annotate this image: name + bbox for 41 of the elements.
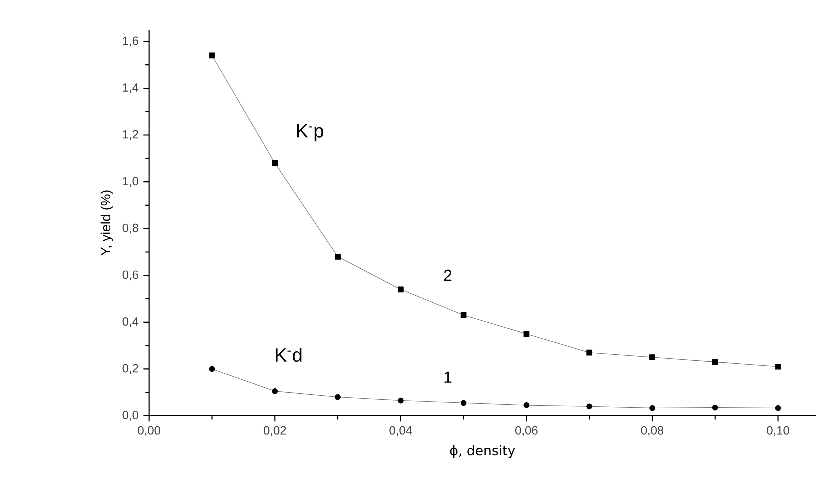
y-tick-label: 1,6 (123, 36, 138, 47)
point (775, 405, 782, 412)
point (524, 402, 530, 408)
x-axis-title: ϕ, density (450, 445, 516, 458)
point (650, 354, 656, 360)
point (712, 359, 718, 366)
y-tick-label: 0,2 (122, 364, 138, 374)
y-axis-title: Y, yield (%) (100, 190, 114, 256)
y-tick-label: 1,0 (123, 177, 139, 187)
point (335, 394, 341, 400)
x-tick-label: 0,00 (138, 426, 161, 436)
annotation: 1 (444, 372, 452, 383)
point (398, 286, 404, 293)
point (272, 160, 278, 166)
point (586, 404, 593, 410)
x-tick-label: 0,08 (641, 426, 664, 436)
point (272, 388, 278, 394)
point (209, 366, 216, 372)
point (209, 52, 216, 59)
x-tick-label: 0,04 (390, 426, 412, 436)
point (712, 404, 718, 411)
y-tick-label: 0,8 (122, 224, 138, 234)
y-tick-label: 0,6 (122, 270, 138, 281)
y-tick-label: 0,4 (122, 317, 139, 328)
point (335, 254, 341, 260)
y-tick-label: 1,2 (123, 130, 138, 140)
point (460, 312, 467, 318)
x-tick-label: 0,10 (767, 426, 790, 436)
y-tick-label: 1,4 (123, 84, 139, 94)
point (524, 331, 530, 338)
point (460, 400, 467, 406)
point (775, 364, 782, 370)
point (650, 405, 656, 412)
annotation: K$^{-}$p (297, 124, 324, 142)
point (586, 350, 593, 356)
annotation: 2 (444, 270, 452, 282)
y-tick-label: 0,0 (122, 411, 139, 421)
annotation: K$^{-}$d (276, 348, 302, 362)
point (398, 398, 404, 404)
x-tick-label: 0,02 (264, 426, 286, 436)
x-tick-label: 0,06 (516, 426, 538, 436)
